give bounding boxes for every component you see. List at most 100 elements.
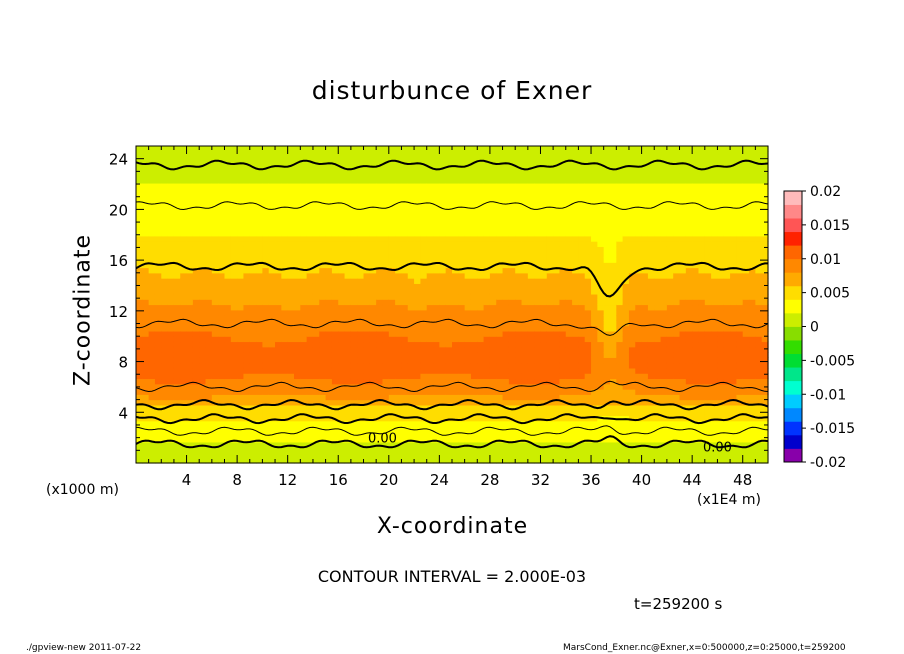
field-cell [192, 272, 200, 279]
field-cell [350, 420, 358, 427]
field-cell [325, 420, 333, 427]
field-cell [275, 256, 282, 263]
field-cell [610, 198, 617, 205]
field-cell [477, 394, 485, 401]
field-cell [268, 362, 276, 369]
field-cell [622, 204, 630, 210]
field-cell [237, 383, 245, 390]
field-cell [306, 235, 314, 242]
field-cell [445, 441, 453, 448]
field-cell [546, 299, 554, 306]
field-cell [445, 410, 453, 417]
field-cell [243, 304, 251, 311]
field-cell [553, 177, 561, 184]
field-cell [540, 293, 548, 300]
field-cell [281, 441, 289, 448]
field-cell [205, 209, 213, 216]
field-cell [445, 299, 453, 306]
field-cell [312, 204, 320, 210]
field-cell [312, 182, 320, 189]
field-cell [192, 457, 200, 464]
field-cell [540, 325, 548, 332]
field-cell [502, 315, 510, 321]
field-cell [452, 373, 459, 380]
field-cell [344, 182, 352, 189]
field-cell [338, 214, 346, 221]
field-cell [376, 299, 384, 306]
field-cell [376, 283, 384, 290]
field-cell [142, 251, 150, 258]
field-cell [610, 214, 617, 221]
field-cell [312, 441, 320, 448]
field-cell [489, 251, 497, 258]
field-cell [300, 426, 308, 432]
field-cell [610, 299, 617, 306]
field-cell [357, 193, 365, 200]
field-cell [591, 304, 598, 311]
field-cell [445, 272, 453, 279]
field-cell [180, 447, 188, 454]
field-cell [161, 251, 169, 258]
field-cell [382, 225, 390, 232]
field-cell [275, 172, 282, 179]
field-cell [136, 304, 143, 311]
field-cell [154, 288, 162, 295]
field-cell [610, 410, 617, 417]
field-cell [256, 214, 263, 221]
field-cell [603, 204, 611, 210]
field-cell [382, 452, 390, 459]
field-cell [565, 167, 573, 174]
field-cell [452, 182, 459, 189]
field-cell [180, 373, 188, 380]
field-cell [445, 267, 453, 274]
field-cell [534, 436, 542, 443]
field-cell [470, 225, 478, 232]
field-cell [357, 214, 365, 221]
field-cell [508, 341, 516, 348]
field-cell [433, 457, 440, 464]
field-cell [445, 330, 453, 337]
field-cell [502, 457, 510, 464]
field-cell [186, 352, 194, 358]
field-cell [294, 204, 301, 210]
field-cell [319, 230, 327, 237]
field-cell [622, 447, 630, 454]
field-cell [433, 251, 440, 258]
field-cell [192, 394, 200, 401]
field-cell [344, 156, 352, 163]
field-cell [388, 161, 396, 168]
field-cell [597, 299, 605, 306]
field-cell [622, 389, 630, 395]
field-cell [508, 447, 516, 454]
field-cell [534, 235, 542, 242]
field-cell [452, 161, 459, 168]
field-cell [553, 293, 561, 300]
field-cell [136, 225, 143, 232]
field-cell [357, 251, 365, 258]
field-cell [312, 352, 320, 358]
field-cell [426, 193, 434, 200]
field-cell [452, 320, 459, 327]
field-cell [521, 367, 529, 374]
field-cell [167, 177, 175, 184]
field-cell [445, 341, 453, 348]
field-cell [439, 399, 447, 406]
field-cell [578, 410, 586, 417]
field-cell [433, 219, 440, 226]
field-cell [540, 251, 548, 258]
field-cell [572, 410, 579, 417]
field-cell [540, 204, 548, 210]
field-cell [211, 225, 219, 232]
field-cell [331, 156, 339, 163]
field-cell [641, 309, 649, 316]
field-cell [357, 246, 365, 253]
field-cell [388, 441, 396, 448]
field-cell [452, 299, 459, 306]
field-cell [420, 209, 428, 216]
field-cell [205, 330, 213, 337]
field-cell [502, 357, 510, 364]
field-cell [218, 204, 226, 210]
field-cell [407, 315, 415, 321]
field-cell [426, 272, 434, 279]
field-cell [534, 399, 542, 406]
